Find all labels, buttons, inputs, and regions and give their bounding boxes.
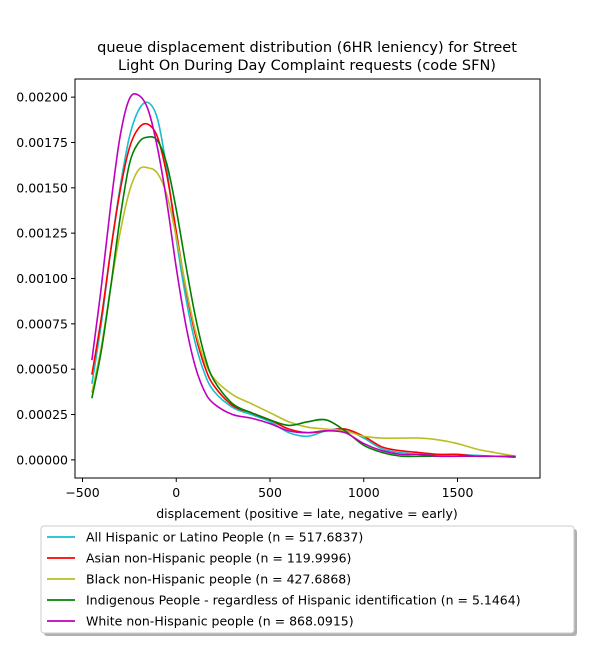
chart-title-line-1: queue displacement distribution (6HR len… xyxy=(97,40,517,56)
series-layer xyxy=(91,93,516,458)
plot-frame xyxy=(74,78,541,479)
y-tick-label: 0.00150 xyxy=(16,180,68,195)
y-tick-label: 0.00050 xyxy=(16,362,68,377)
series-line-3 xyxy=(91,136,516,458)
x-axis-ticks: −500 0 500 1000 1500 xyxy=(65,478,473,500)
y-tick-label: 0.00075 xyxy=(16,316,68,331)
legend-box xyxy=(40,525,575,634)
legend-label: Black non-Hispanic people (n = 427.6868) xyxy=(86,572,351,587)
x-tick-label: −500 xyxy=(65,485,99,500)
x-tick-label: 1500 xyxy=(442,485,474,500)
x-tick-label: 500 xyxy=(258,485,282,500)
y-tick-label: 0.00100 xyxy=(16,271,68,286)
legend-label: Indigenous People - regardless of Hispan… xyxy=(86,593,521,608)
series-line-2 xyxy=(91,166,516,458)
chart-title-line-2: Light On During Day Complaint requests (… xyxy=(118,58,496,74)
x-axis-label: displacement (positive = late, negative … xyxy=(156,506,458,521)
series-line-0 xyxy=(91,101,516,458)
legend-label: All Hispanic or Latino People (n = 517.6… xyxy=(86,530,363,545)
legend: All Hispanic or Latino People (n = 517.6… xyxy=(40,525,577,636)
y-axis-ticks: 0.00000 0.00025 0.00050 0.00075 0.00100 0.001… xyxy=(16,90,75,467)
legend-label: White non-Hispanic people (n = 868.0915) xyxy=(86,614,354,629)
series-line-1 xyxy=(91,122,516,458)
series-line-4 xyxy=(91,93,516,458)
y-tick-label: 0.00200 xyxy=(16,90,68,105)
y-tick-label: 0.00000 xyxy=(16,452,68,467)
y-tick-label: 0.00025 xyxy=(16,407,68,422)
x-tick-label: 1000 xyxy=(348,485,380,500)
y-tick-label: 0.00175 xyxy=(16,135,68,150)
legend-items: All Hispanic or Latino People (n = 517.6… xyxy=(47,530,521,629)
y-tick-label: 0.00125 xyxy=(16,226,68,241)
x-tick-label: 0 xyxy=(172,485,180,500)
legend-label: Asian non-Hispanic people (n = 119.9996) xyxy=(86,551,351,566)
